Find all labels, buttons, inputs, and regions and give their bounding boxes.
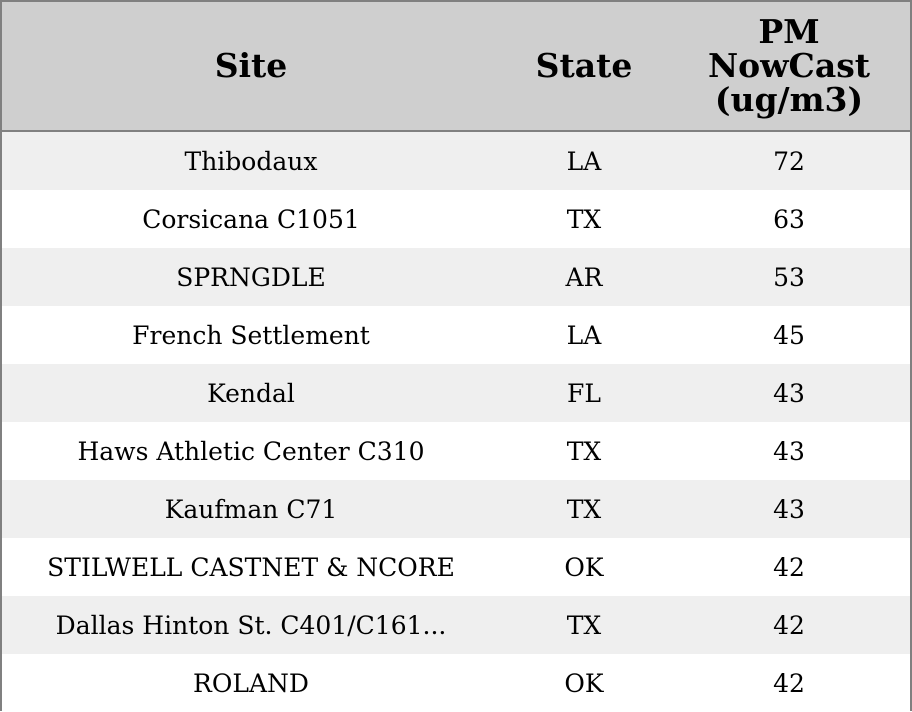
state-cell: TX — [566, 494, 602, 524]
table-row: Kaufman C71 TX 43 — [2, 480, 910, 538]
state-cell: OK — [564, 668, 604, 698]
pm-nowcast-cell: 63 — [773, 204, 805, 234]
pm-nowcast-cell: 42 — [773, 668, 805, 698]
site-cell: Dallas Hinton St. C401/C161... — [55, 610, 447, 640]
state-cell: TX — [566, 610, 602, 640]
pm-nowcast-cell: 43 — [773, 494, 805, 524]
state-cell: FL — [567, 378, 601, 408]
table-row: Dallas Hinton St. C401/C161... TX 42 — [2, 596, 910, 654]
table-row: ROLAND OK 42 — [2, 654, 910, 712]
site-cell: Kendal — [207, 378, 295, 408]
site-cell: STILWELL CASTNET & NCORE — [47, 552, 455, 582]
table-row: Thibodaux LA 72 — [2, 132, 910, 190]
state-cell: LA — [566, 320, 602, 350]
site-cell: Corsicana C1051 — [142, 204, 360, 234]
table-row: Corsicana C1051 TX 63 — [2, 190, 910, 248]
column-header-pm-nowcast: PM NowCast (ug/m3) — [707, 12, 871, 119]
column-header-site: Site — [214, 46, 288, 85]
state-cell: TX — [566, 204, 602, 234]
state-cell: AR — [565, 262, 603, 292]
pm-nowcast-cell: 53 — [773, 262, 805, 292]
pm-nowcast-cell: 45 — [773, 320, 805, 350]
column-header-state: State — [535, 46, 633, 85]
pm-nowcast-cell: 43 — [773, 436, 805, 466]
site-cell: French Settlement — [132, 320, 370, 350]
table-row: French Settlement LA 45 — [2, 306, 910, 364]
pm-nowcast-cell: 42 — [773, 552, 805, 582]
state-cell: LA — [566, 146, 602, 176]
table-header: Site State PM NowCast (ug/m3) — [2, 2, 910, 132]
site-cell: Kaufman C71 — [164, 494, 338, 524]
pm-nowcast-cell: 72 — [773, 146, 805, 176]
site-cell: ROLAND — [193, 668, 309, 698]
state-cell: OK — [564, 552, 604, 582]
pm-nowcast-cell: 43 — [773, 378, 805, 408]
site-cell: Haws Athletic Center C310 — [77, 436, 425, 466]
table-row: Kendal FL 43 — [2, 364, 910, 422]
pm-nowcast-cell: 42 — [773, 610, 805, 640]
table-row: STILWELL CASTNET & NCORE OK 42 — [2, 538, 910, 596]
table-row: SPRNGDLE AR 53 — [2, 248, 910, 306]
site-cell: SPRNGDLE — [176, 262, 326, 292]
site-cell: Thibodaux — [184, 146, 318, 176]
state-cell: TX — [566, 436, 602, 466]
table-row: Haws Athletic Center C310 TX 43 — [2, 422, 910, 480]
